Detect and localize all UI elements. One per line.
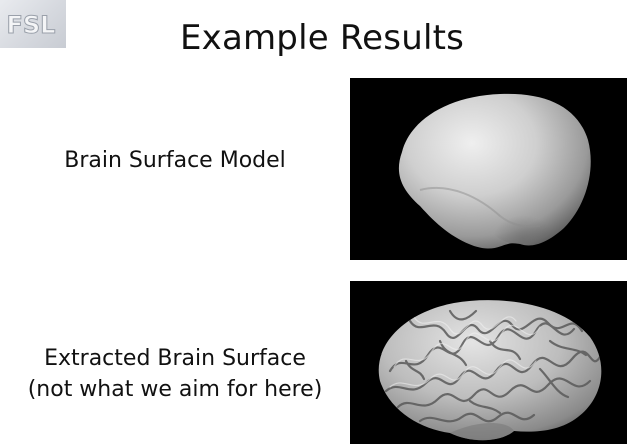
extracted-brain-surface-image bbox=[350, 281, 627, 444]
label-line: (not what we aim for here) bbox=[27, 377, 323, 402]
logo-text: FSL bbox=[7, 11, 56, 39]
result-label-brain-surface-model: Brain Surface Model bbox=[20, 145, 330, 176]
slide-title: Example Results bbox=[179, 18, 465, 58]
label-line: Extracted Brain Surface bbox=[44, 346, 306, 371]
fsl-logo: FSL bbox=[0, 0, 66, 48]
result-label-extracted-brain-surface: Extracted Brain Surface (not what we aim… bbox=[8, 343, 342, 405]
brain-surface-model-image bbox=[350, 78, 627, 260]
extracted-surface-shape bbox=[378, 300, 602, 441]
label-line: Brain Surface Model bbox=[64, 148, 286, 173]
